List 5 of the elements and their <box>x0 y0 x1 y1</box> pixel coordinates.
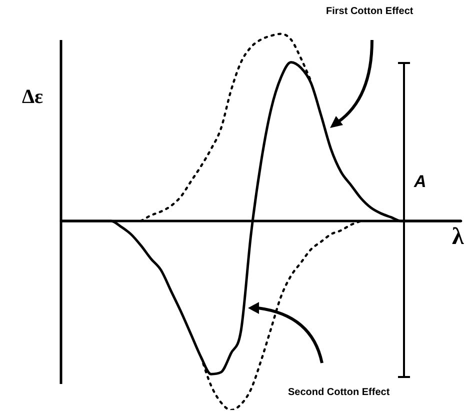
annotation: A <box>414 172 426 192</box>
x-axis-title: λ <box>452 224 464 251</box>
y-axis-title: Δε <box>22 86 44 109</box>
annotation: Second Cotton Effect <box>288 387 390 398</box>
text: First Cotton Effect <box>326 6 414 17</box>
